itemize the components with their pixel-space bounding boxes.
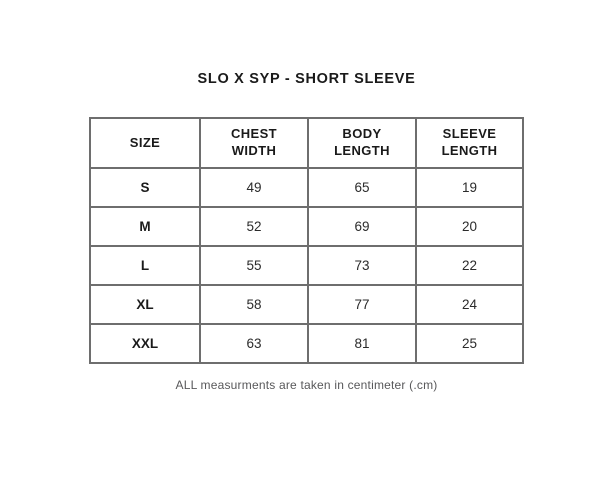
sleeve-length-cell: 24 — [415, 284, 524, 325]
chest-width-cell: 55 — [199, 245, 309, 286]
table-header-row: SIZE CHEST WIDTH BODY LENGTH SLEEVE LENG… — [89, 117, 524, 169]
body-length-cell: 81 — [307, 323, 417, 364]
table-row-xxl: XXL 63 81 25 — [89, 323, 524, 364]
size-cell: S — [89, 167, 201, 208]
chest-width-cell: 52 — [199, 206, 309, 247]
footnote: ALL measurments are taken in centimeter … — [175, 378, 438, 392]
column-header-size: SIZE — [89, 117, 201, 169]
chest-width-cell: 58 — [199, 284, 309, 325]
table-row-l: L 55 73 22 — [89, 245, 524, 286]
column-header-chest-width: CHEST WIDTH — [199, 117, 309, 169]
size-cell: XXL — [89, 323, 201, 364]
size-cell: XL — [89, 284, 201, 325]
chest-width-cell: 49 — [199, 167, 309, 208]
body-length-cell: 77 — [307, 284, 417, 325]
column-header-sleeve-length: SLEEVE LENGTH — [415, 117, 524, 169]
page-title: SLO X SYP - SHORT SLEEVE — [197, 71, 416, 87]
sleeve-length-cell: 22 — [415, 245, 524, 286]
body-length-cell: 73 — [307, 245, 417, 286]
size-table: SIZE CHEST WIDTH BODY LENGTH SLEEVE LENG… — [89, 117, 524, 364]
body-length-cell: 69 — [307, 206, 417, 247]
column-header-body-length: BODY LENGTH — [307, 117, 417, 169]
sleeve-length-cell: 20 — [415, 206, 524, 247]
body-length-cell: 65 — [307, 167, 417, 208]
size-cell: M — [89, 206, 201, 247]
table-row-s: S 49 65 19 — [89, 167, 524, 208]
table-row-xl: XL 58 77 24 — [89, 284, 524, 325]
size-cell: L — [89, 245, 201, 286]
table-row-m: M 52 69 20 — [89, 206, 524, 247]
chest-width-cell: 63 — [199, 323, 309, 364]
sleeve-length-cell: 25 — [415, 323, 524, 364]
sleeve-length-cell: 19 — [415, 167, 524, 208]
